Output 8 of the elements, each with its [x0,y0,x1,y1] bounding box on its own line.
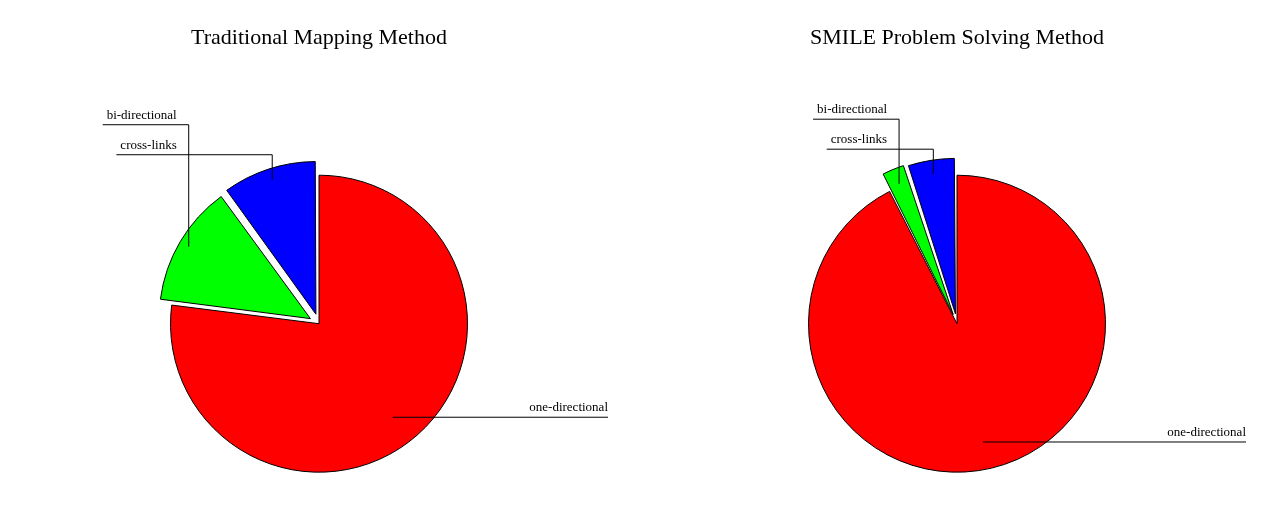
chart-title: SMILE Problem Solving Method [810,23,1104,49]
slice-label: bi-directional [106,106,178,122]
slice-label: bi-directional [817,101,888,117]
chart-title: Traditional Mapping Method [191,23,447,49]
slice-label: cross-links [830,131,888,147]
slice-label: cross-links [120,136,177,152]
slice-label: one-directional [529,399,609,415]
slice-label: one-directional [1167,423,1247,439]
